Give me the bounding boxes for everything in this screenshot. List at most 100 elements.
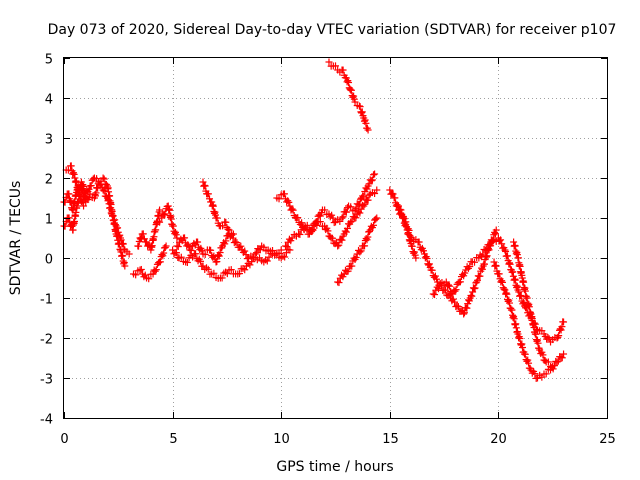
data-point <box>473 276 481 284</box>
data-point <box>121 262 129 270</box>
data-point <box>558 354 566 362</box>
data-point <box>501 246 509 254</box>
data-point <box>541 357 549 365</box>
data-point <box>158 251 166 259</box>
data-point <box>263 257 271 265</box>
data-point <box>316 218 324 226</box>
data-point <box>241 266 249 274</box>
data-point <box>497 236 505 244</box>
data-point <box>539 351 547 359</box>
data-point <box>248 258 256 266</box>
data-point <box>479 250 487 258</box>
plot-frame <box>63 57 608 419</box>
data-point <box>361 116 369 124</box>
data-point <box>364 126 372 134</box>
data-point <box>201 251 209 259</box>
data-point <box>507 304 515 312</box>
data-point <box>277 246 285 254</box>
data-point <box>408 242 416 250</box>
data-point <box>347 218 355 226</box>
data-point <box>342 208 350 216</box>
data-point <box>343 224 351 232</box>
data-point <box>338 214 346 222</box>
data-points <box>60 58 568 382</box>
data-point <box>483 252 491 260</box>
data-point <box>284 197 292 205</box>
data-point <box>415 238 423 246</box>
data-point <box>399 214 407 222</box>
data-point <box>516 335 524 343</box>
data-point <box>515 288 523 296</box>
data-point <box>425 260 433 268</box>
data-point <box>421 254 429 262</box>
data-point <box>184 241 192 249</box>
x-tick-label: 10 <box>273 432 290 447</box>
axis-ticks <box>64 58 608 419</box>
data-point <box>332 62 339 70</box>
data-point <box>213 214 221 222</box>
x-tick-label: 0 <box>60 432 68 447</box>
data-point <box>351 98 359 106</box>
data-point <box>202 264 210 272</box>
data-point <box>100 175 108 183</box>
data-point <box>160 249 168 257</box>
x-tick-label: 15 <box>382 432 399 447</box>
data-point <box>207 246 215 254</box>
data-point <box>241 247 249 255</box>
data-point <box>339 213 347 221</box>
chart-title: Day 073 of 2020, Sidereal Day-to-day VTE… <box>48 22 617 38</box>
data-point <box>156 206 164 214</box>
data-point <box>352 204 360 212</box>
data-point <box>227 266 235 274</box>
data-point <box>321 206 329 214</box>
data-point <box>451 298 459 306</box>
data-point <box>224 225 232 233</box>
data-point <box>325 58 333 66</box>
data-point <box>519 343 527 351</box>
data-point <box>100 187 108 195</box>
data-point <box>265 253 273 261</box>
data-point <box>235 270 243 278</box>
data-point <box>218 274 226 282</box>
data-point <box>500 285 508 293</box>
data-point <box>197 257 205 265</box>
data-point <box>373 186 381 194</box>
data-point <box>469 288 477 296</box>
data-point <box>281 253 289 261</box>
data-point <box>232 238 240 246</box>
data-point <box>407 233 415 241</box>
data-point <box>357 247 365 255</box>
data-point <box>394 202 402 210</box>
data-point <box>171 230 179 238</box>
data-point <box>511 275 519 283</box>
y-tick-label: 0 <box>45 253 53 268</box>
data-point <box>347 86 355 94</box>
y-tick-label: -1 <box>40 293 53 308</box>
data-point <box>355 102 363 110</box>
data-point <box>478 265 486 273</box>
data-point <box>498 278 506 286</box>
data-point <box>428 266 436 274</box>
data-point <box>471 258 479 266</box>
data-point <box>506 260 514 268</box>
data-point <box>222 218 230 226</box>
data-point <box>456 278 464 286</box>
data-point <box>444 281 452 289</box>
data-point <box>480 260 488 268</box>
data-point <box>460 310 468 318</box>
data-point <box>280 190 288 198</box>
data-point <box>423 255 431 263</box>
data-point <box>313 221 321 229</box>
y-tick-label: -3 <box>40 373 53 388</box>
data-point <box>511 276 519 284</box>
data-point <box>531 370 539 378</box>
data-point <box>213 258 221 266</box>
y-tick-label: 5 <box>45 53 53 68</box>
data-point <box>338 236 346 244</box>
data-point <box>156 258 164 266</box>
y-axis-label: SDTVAR / TECUs <box>8 181 24 296</box>
data-point <box>553 358 561 366</box>
data-point <box>492 226 500 234</box>
data-point <box>352 214 360 222</box>
